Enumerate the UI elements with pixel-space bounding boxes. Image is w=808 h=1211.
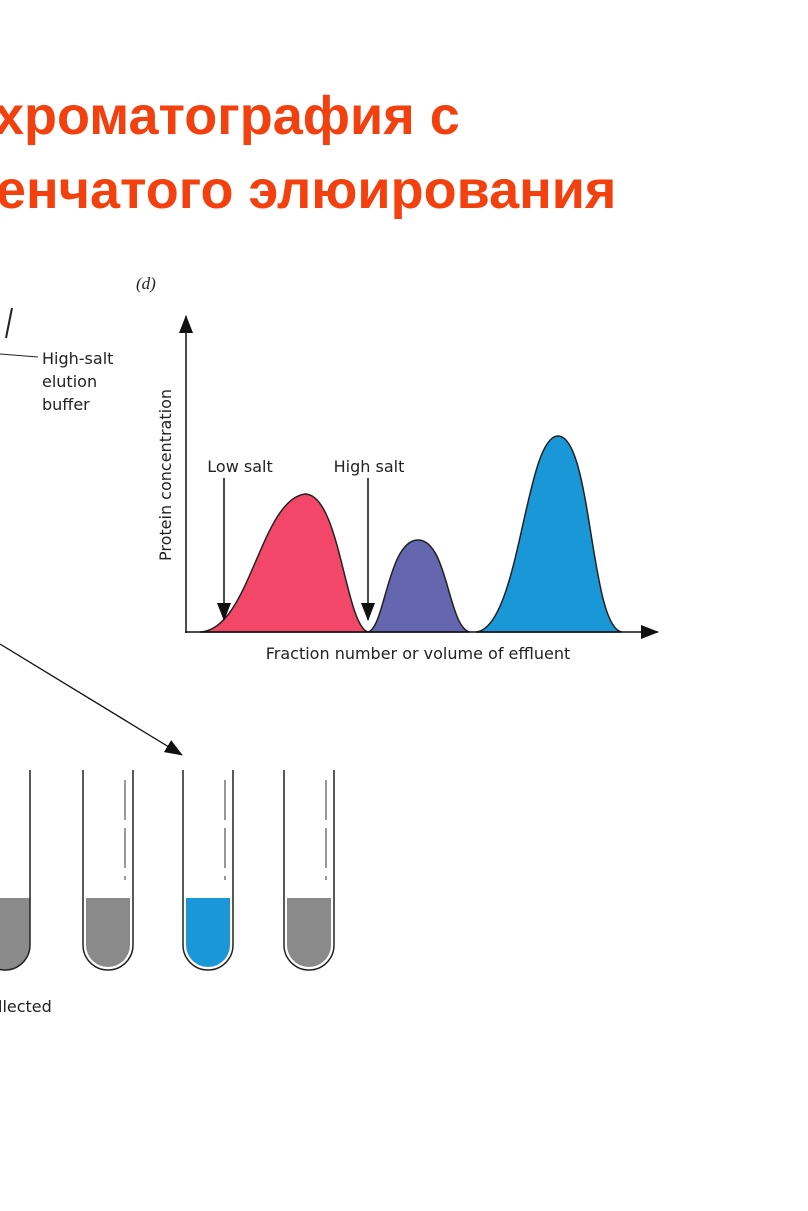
- tube: [182, 770, 234, 971]
- tube: [283, 770, 335, 971]
- tube-liquid: [0, 898, 30, 970]
- tube-liquid: [287, 898, 331, 967]
- column-label: elution: [42, 372, 97, 391]
- y-axis-label: Protein concentration: [156, 389, 175, 561]
- column-edge: [5, 307, 13, 339]
- peak: [475, 435, 623, 633]
- column-label: High-salt: [42, 349, 113, 368]
- tube: [82, 770, 134, 971]
- column-label: buffer: [42, 395, 90, 414]
- x-axis-label: Fraction number or volume of effluent: [266, 644, 571, 663]
- peak: [199, 493, 369, 633]
- peak: [367, 539, 471, 633]
- tubes-caption: llected: [0, 997, 52, 1016]
- tube: [0, 770, 31, 971]
- arrow: [0, 643, 183, 756]
- tube-liquid: [186, 898, 230, 967]
- leader-line: [0, 353, 39, 358]
- title-line: хроматография с: [0, 86, 460, 146]
- annotation: Low salt: [207, 457, 272, 476]
- panel-label: (d): [136, 274, 156, 293]
- title-line: енчатого элюирования: [0, 160, 616, 220]
- tube-liquid: [86, 898, 130, 967]
- tubes: [0, 770, 335, 971]
- annotation: High salt: [334, 457, 405, 476]
